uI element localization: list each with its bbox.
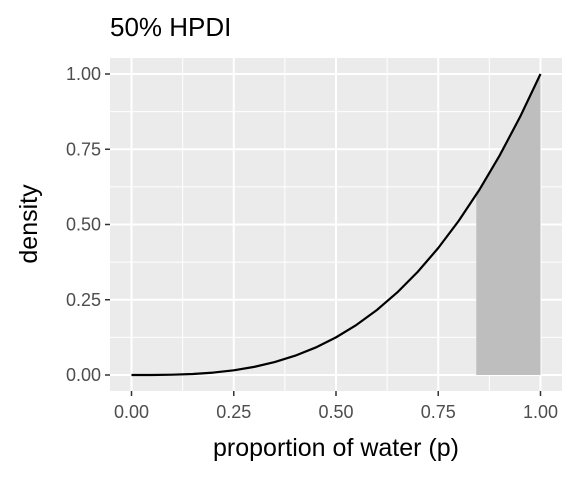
y-tick-label: 0.50	[66, 215, 101, 235]
y-tick-label: 1.00	[66, 64, 101, 84]
y-tick-label: 0.00	[66, 365, 101, 385]
hpdi-shaded-area	[476, 74, 541, 375]
x-axis-title: proportion of water (p)	[213, 434, 459, 462]
x-tick-label: 0.25	[216, 402, 251, 422]
y-axis-title: density	[15, 184, 43, 264]
density-line	[131, 73, 542, 377]
x-tick-label: 0.75	[421, 402, 456, 422]
x-tick-label: 0.00	[114, 402, 149, 422]
y-tick-label: 0.75	[66, 139, 101, 159]
x-tick-label: 0.50	[318, 402, 353, 422]
y-tick-label: 0.25	[66, 290, 101, 310]
chart-title: 50% HPDI	[110, 12, 231, 42]
x-axis: 0.00 0.25 0.50 0.75 1.00	[114, 391, 558, 422]
x-tick-label: 1.00	[523, 402, 558, 422]
y-axis: 0.00 0.25 0.50 0.75 1.00	[66, 64, 110, 385]
grid-major	[110, 58, 562, 391]
hpdi-shade-group	[476, 74, 541, 375]
density-line-group	[131, 73, 542, 377]
